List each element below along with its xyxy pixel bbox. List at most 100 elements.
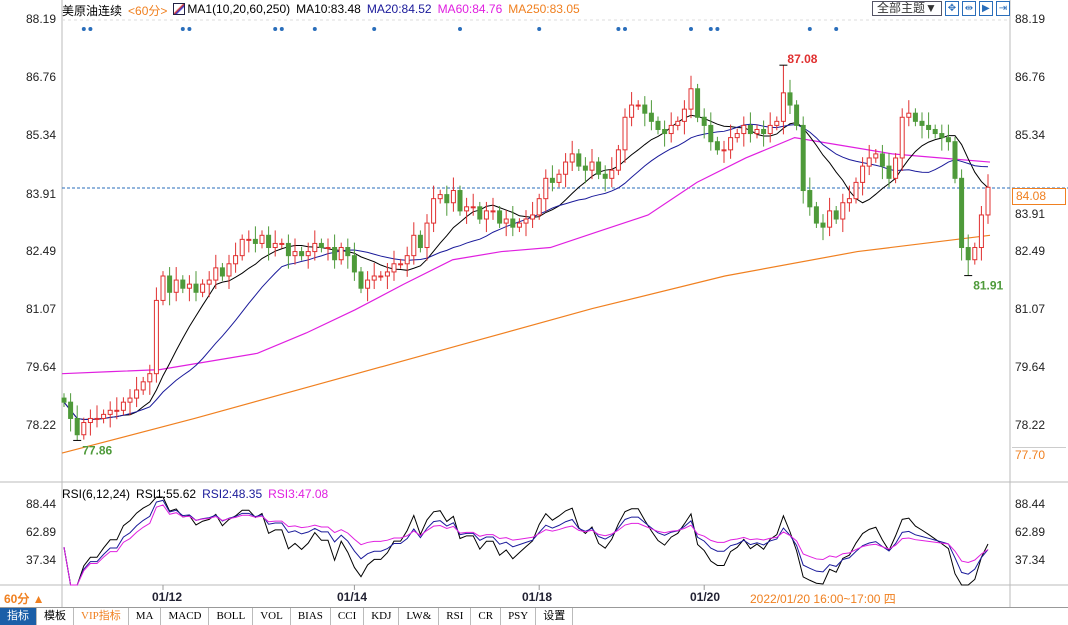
tab-cci[interactable]: CCI (331, 608, 365, 625)
candle-body (318, 242, 324, 249)
candle-body (464, 206, 470, 212)
period-selector[interactable]: 60分 ▲ (4, 592, 45, 606)
ma-title: MA1(10,20,60,250) (187, 2, 291, 16)
candle-body (774, 120, 780, 126)
candle-body (615, 149, 621, 171)
candle-body (807, 190, 813, 208)
kline-chart[interactable]: 87.08 77.86 81.91 (0, 0, 1068, 607)
ma250-value: MA250:83.05 (508, 2, 580, 16)
theme-dropdown[interactable]: 全部主题▼ (872, 1, 942, 16)
candle-body (833, 210, 839, 220)
tab-vol[interactable]: VOL (253, 608, 291, 625)
price-tick-right: 83.91 (1015, 207, 1046, 221)
candle-body (734, 133, 740, 139)
price-tick-right: 82.49 (1015, 244, 1046, 258)
candle-body (272, 242, 278, 249)
candle-body (365, 279, 371, 289)
candle-body (140, 381, 146, 391)
crosshair-icon[interactable]: ✥ (944, 1, 959, 16)
event-marker (279, 27, 284, 31)
candle-body (101, 413, 107, 419)
candle-body (87, 417, 93, 424)
rsi-tick: 62.89 (26, 525, 57, 539)
event-marker (715, 27, 720, 31)
price-tick-left: 78.22 (26, 418, 57, 432)
rsi2-value: RSI2:48.35 (202, 487, 263, 501)
candle-body (543, 177, 549, 200)
candle-body (589, 161, 595, 171)
candle-body (972, 247, 978, 261)
candle-body (939, 133, 945, 139)
candle-body (404, 255, 410, 265)
candle-body (629, 104, 635, 118)
price-tick-left: 85.34 (26, 128, 57, 142)
candle-body (794, 104, 800, 126)
candle-body (721, 149, 727, 152)
price-tick-right: 79.64 (1015, 360, 1046, 374)
tab-vip[interactable]: VIP指标 (74, 608, 129, 625)
candle-body (912, 112, 918, 122)
fit-icon[interactable]: ⇹ (961, 1, 976, 16)
candle-body (153, 299, 159, 375)
tab-indicators[interactable]: 指标 (0, 608, 37, 625)
candle-body (523, 218, 529, 224)
tab-lw[interactable]: LW& (399, 608, 440, 625)
candle-body (332, 247, 338, 261)
tab-template[interactable]: 模板 (37, 608, 74, 625)
play-icon[interactable]: ▶ (978, 1, 993, 16)
tab-macd[interactable]: MACD (161, 608, 210, 625)
candle-body (932, 128, 938, 135)
candle-body (497, 210, 503, 224)
period-label[interactable]: <60分> (128, 4, 168, 18)
candle-body (602, 173, 608, 179)
candle-body (266, 234, 272, 249)
ma250-line (61, 234, 991, 454)
event-marker (187, 27, 192, 31)
candle-body (358, 271, 364, 289)
rsi-tick: 37.34 (26, 553, 57, 567)
candle-body (384, 271, 390, 277)
candle-body (226, 263, 232, 277)
candle-body (866, 157, 872, 167)
ma-indicator-icon[interactable] (173, 3, 186, 15)
candle-body (827, 210, 833, 228)
tab-rsi[interactable]: RSI (439, 608, 472, 625)
candle-body (662, 128, 668, 135)
tab-kdj[interactable]: KDJ (364, 608, 400, 625)
candle-body (530, 214, 536, 220)
rsi1-value: RSI1:55.62 (136, 487, 197, 501)
tab-psy[interactable]: PSY (501, 608, 537, 625)
candle-body (668, 124, 674, 135)
candle-body (259, 234, 265, 244)
candle-body (945, 137, 951, 143)
candle-body (437, 194, 443, 200)
candle-body (655, 120, 661, 130)
candle-body (503, 218, 509, 224)
rsi-tick: 88.44 (26, 497, 57, 511)
candle-body (312, 242, 318, 253)
candle-body (107, 409, 113, 415)
candle-body (780, 92, 786, 122)
tab-settings[interactable]: 设置 (536, 608, 574, 625)
date-label: 01/20 (690, 590, 721, 604)
event-marker (180, 27, 185, 31)
candle-body (180, 279, 186, 289)
candle-body (959, 177, 965, 249)
symbol-name: 美原油连续 (62, 4, 123, 18)
event-marker (273, 27, 278, 31)
candle-body (609, 169, 615, 179)
rsi3-line (63, 504, 989, 586)
tab-cr[interactable]: CR (471, 608, 502, 625)
candle-body (549, 177, 555, 183)
end-icon[interactable]: ⇥ (995, 1, 1010, 16)
candle-body (444, 194, 450, 204)
tab-boll[interactable]: BOLL (209, 608, 254, 625)
tab-bias[interactable]: BIAS (291, 608, 331, 625)
candle-body (767, 124, 773, 135)
candle-body (351, 255, 357, 273)
candle-body (338, 247, 344, 261)
candle-body (134, 389, 140, 399)
candle-body (219, 267, 225, 277)
candle-body (246, 238, 252, 241)
tab-ma[interactable]: MA (129, 608, 162, 625)
